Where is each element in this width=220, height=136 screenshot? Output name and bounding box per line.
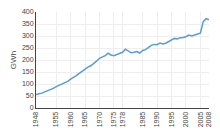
svg-text:1965: 1965 [81, 112, 88, 128]
svg-text:1960: 1960 [67, 112, 74, 128]
svg-text:200: 200 [22, 56, 34, 63]
svg-text:250: 250 [22, 44, 34, 51]
svg-text:50: 50 [26, 92, 34, 99]
svg-text:400: 400 [22, 8, 34, 15]
svg-text:1948: 1948 [32, 112, 39, 128]
svg-text:1990: 1990 [153, 112, 160, 128]
svg-text:1975: 1975 [110, 112, 117, 128]
svg-text:1978: 1978 [119, 112, 126, 128]
svg-text:1970: 1970 [96, 112, 103, 128]
svg-text:1985: 1985 [139, 112, 146, 128]
svg-text:150: 150 [22, 68, 34, 75]
svg-text:1995: 1995 [168, 112, 175, 128]
svg-text:GWh: GWh [9, 51, 18, 69]
svg-text:350: 350 [22, 20, 34, 27]
svg-text:1955: 1955 [52, 112, 59, 128]
svg-text:2008: 2008 [205, 112, 212, 128]
svg-text:2000: 2000 [182, 112, 189, 128]
svg-text:100: 100 [22, 80, 34, 87]
svg-text:2005: 2005 [197, 112, 204, 128]
svg-text:0: 0 [30, 104, 34, 111]
svg-text:300: 300 [22, 32, 34, 39]
